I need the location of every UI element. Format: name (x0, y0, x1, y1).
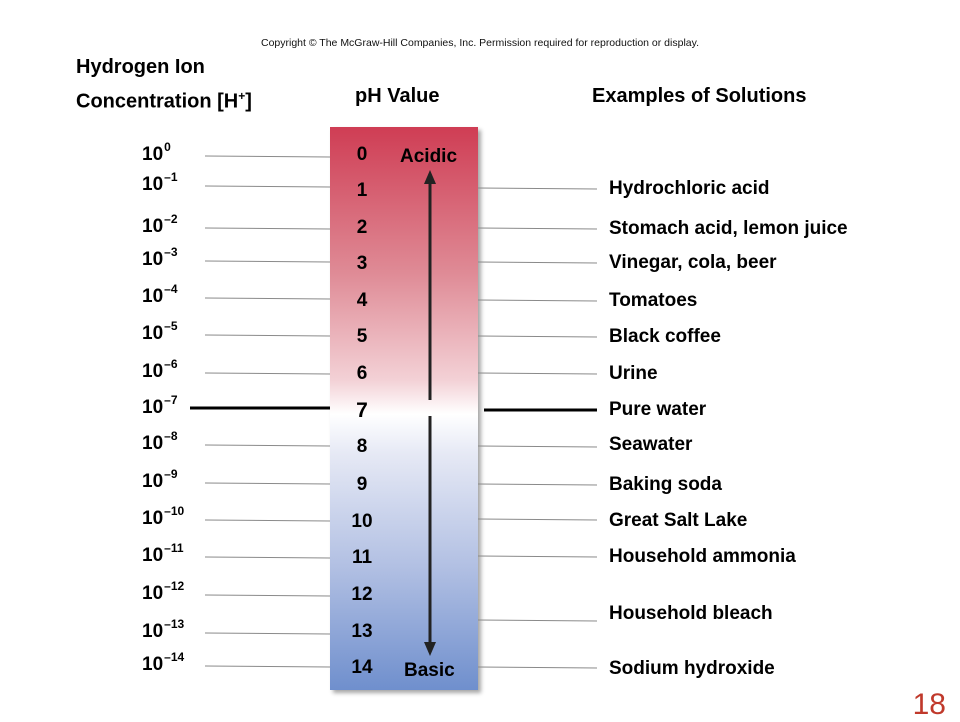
ph-value: 2 (356, 217, 368, 238)
concentration-label: 10–13 (142, 616, 185, 642)
concentration-leader-line (204, 482, 331, 485)
example-solution: Baking soda (609, 474, 722, 495)
concentration-leader-line (204, 444, 331, 447)
concentration-label: 10–2 (142, 211, 178, 237)
ph-value: 1 (356, 180, 368, 201)
concentration-leader-lines (190, 155, 331, 668)
arrow-up-icon (424, 170, 436, 184)
example-leader-line (477, 483, 598, 486)
ph-header: pH Value (355, 85, 440, 107)
concentration-label: 10–9 (142, 466, 178, 492)
example-solution: Household ammonia (609, 546, 796, 567)
concentration-leader-line (204, 519, 331, 522)
concentration-leader-line (204, 185, 331, 188)
ph-scale-bar (330, 127, 478, 690)
examples-header: Examples of Solutions (592, 85, 807, 107)
example-solution: Household bleach (609, 603, 773, 624)
concentration-label: 10–8 (142, 428, 178, 454)
concentration-label: 10–5 (142, 318, 178, 344)
concentration-leader-line (204, 227, 331, 230)
concentration-label: 10–1 (142, 169, 178, 195)
example-solution: Tomatoes (609, 290, 698, 311)
example-solution: Vinegar, cola, beer (609, 252, 777, 273)
concentration-leader-line (204, 260, 331, 263)
copyright-notice: Copyright © The McGraw-Hill Companies, I… (260, 37, 700, 49)
concentration-label: 10–7 (142, 392, 178, 418)
ph-value: 11 (351, 547, 373, 568)
concentration-header-line2: Concentration [H+] (76, 89, 252, 113)
ph-value: 9 (356, 474, 368, 495)
concentration-leader-line (204, 556, 331, 559)
ph-value: 4 (356, 290, 368, 311)
example-leader-line (477, 445, 598, 448)
example-leader-line (477, 372, 598, 375)
ph-value: 10 (351, 511, 373, 532)
example-leader-line (477, 227, 598, 230)
slide-number: 18 (912, 688, 946, 721)
basic-label: Basic (404, 660, 455, 681)
ph-value: 5 (356, 326, 368, 347)
concentration-label: 10–12 (142, 578, 185, 604)
concentration-header-line1: Hydrogen Ion (76, 56, 205, 78)
concentration-label: 10–10 (142, 503, 185, 529)
example-leader-line (477, 619, 598, 622)
ph-value: 13 (351, 621, 373, 642)
acidic-label: Acidic (400, 146, 458, 167)
concentration-label: 10–3 (142, 244, 178, 270)
example-solution: Stomach acid, lemon juice (609, 218, 848, 239)
ph-value: 0 (356, 144, 368, 165)
example-leader-line (477, 555, 598, 558)
example-solution: Black coffee (609, 326, 721, 347)
example-leader-line (477, 187, 598, 190)
example-leader-line (477, 518, 598, 521)
concentration-header: Hydrogen Ion Concentration [H+] (76, 53, 252, 117)
arrow-down-icon (424, 642, 436, 656)
concentration-label: 10–14 (142, 649, 185, 675)
example-solution: Sodium hydroxide (609, 658, 775, 679)
concentration-label: 10–11 (142, 540, 184, 566)
ph-value: 12 (351, 584, 373, 605)
example-leader-line (477, 261, 598, 264)
concentration-leader-line (204, 297, 331, 300)
ph-value: 8 (356, 436, 368, 457)
example-solution: Pure water (609, 399, 707, 420)
ph-value: 14 (351, 657, 373, 678)
ph-value: 3 (356, 253, 368, 274)
example-leader-lines (477, 187, 598, 669)
example-solution: Seawater (609, 434, 693, 455)
example-leader-line (477, 335, 598, 338)
concentration-leader-line (204, 372, 331, 375)
ph-value: 7 (356, 399, 368, 422)
concentration-leader-line (204, 665, 331, 668)
ph-value: 6 (356, 363, 368, 384)
concentration-label: 10–4 (142, 281, 178, 307)
example-solution: Hydrochloric acid (609, 178, 770, 199)
example-solution: Urine (609, 363, 658, 384)
concentration-leader-line (204, 632, 331, 635)
concentration-label: 100 (142, 139, 171, 165)
example-solution: Great Salt Lake (609, 510, 748, 531)
concentration-label: 10–6 (142, 356, 178, 382)
example-leader-line (477, 299, 598, 302)
concentration-leader-line (204, 155, 331, 158)
concentration-leader-line (204, 334, 331, 337)
concentration-leader-line (204, 594, 331, 597)
scale-arrow (424, 170, 436, 656)
example-leader-line (477, 666, 598, 669)
